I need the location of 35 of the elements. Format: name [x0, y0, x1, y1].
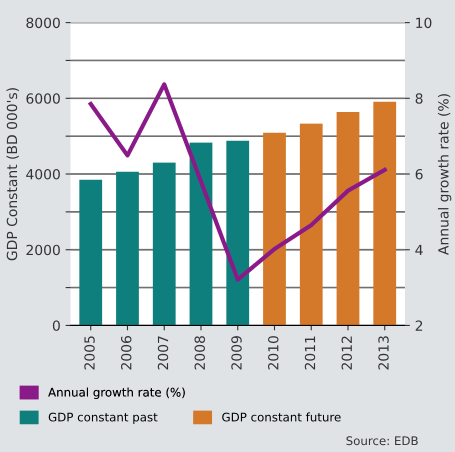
legend-label: Annual growth rate (%): [48, 388, 185, 399]
bar: [152, 162, 176, 326]
bar: [79, 180, 102, 326]
x-tick-label: 2010: [268, 336, 279, 370]
x-tick-label: 2005: [84, 336, 95, 370]
bar: [190, 142, 212, 326]
bar: [226, 140, 250, 326]
y-tick-label: 2000: [26, 244, 60, 256]
line-series: [88, 82, 387, 282]
y2-tick-label: 10: [416, 18, 432, 28]
x-tick-label: 2012: [342, 336, 352, 370]
y-tick-label: 8000: [26, 18, 60, 28]
y-tick-label: 6000: [26, 93, 60, 104]
legend-label: GDP constant past: [48, 412, 158, 424]
y2-tick-label: 8: [416, 93, 423, 104]
y-tick-label: 0: [52, 320, 60, 331]
bar: [300, 124, 323, 326]
x-tick-label: 2013: [378, 336, 389, 370]
y2-axis-title: Annual growth rate (%): [438, 94, 452, 255]
x-tick-label: 2006: [121, 336, 132, 370]
y2-tick-label: 4: [415, 244, 423, 256]
x-tick-label: 2008: [194, 336, 206, 370]
x-tick-label: 2009: [231, 336, 242, 370]
bar: [373, 102, 396, 326]
y-tick-label: 4000: [26, 168, 60, 180]
x-tick-label: 2007: [158, 336, 168, 370]
y-axis-title: GDP Constant (BD 000's): [6, 88, 19, 260]
x-tick-label: 2011: [304, 336, 316, 370]
source-note: Source: EDB: [346, 436, 418, 446]
bar: [336, 112, 360, 326]
bar: [116, 172, 139, 326]
y2-tick-label: 2: [416, 320, 422, 331]
legend-label: GDP constant future: [222, 412, 341, 422]
y2-tick-label: 6: [416, 168, 423, 180]
bar: [263, 132, 286, 326]
